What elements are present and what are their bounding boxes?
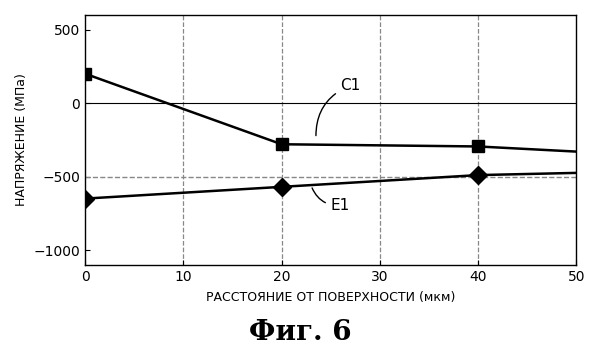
Text: Фиг. 6: Фиг. 6 bbox=[248, 320, 352, 346]
Text: C1: C1 bbox=[316, 78, 361, 135]
X-axis label: РАССТОЯНИЕ ОТ ПОВЕРХНОСТИ (мкм): РАССТОЯНИЕ ОТ ПОВЕРХНОСТИ (мкм) bbox=[206, 290, 455, 303]
Text: E1: E1 bbox=[312, 188, 350, 214]
Y-axis label: НАПРЯЖЕНИЕ (МПа): НАПРЯЖЕНИЕ (МПа) bbox=[15, 74, 28, 206]
